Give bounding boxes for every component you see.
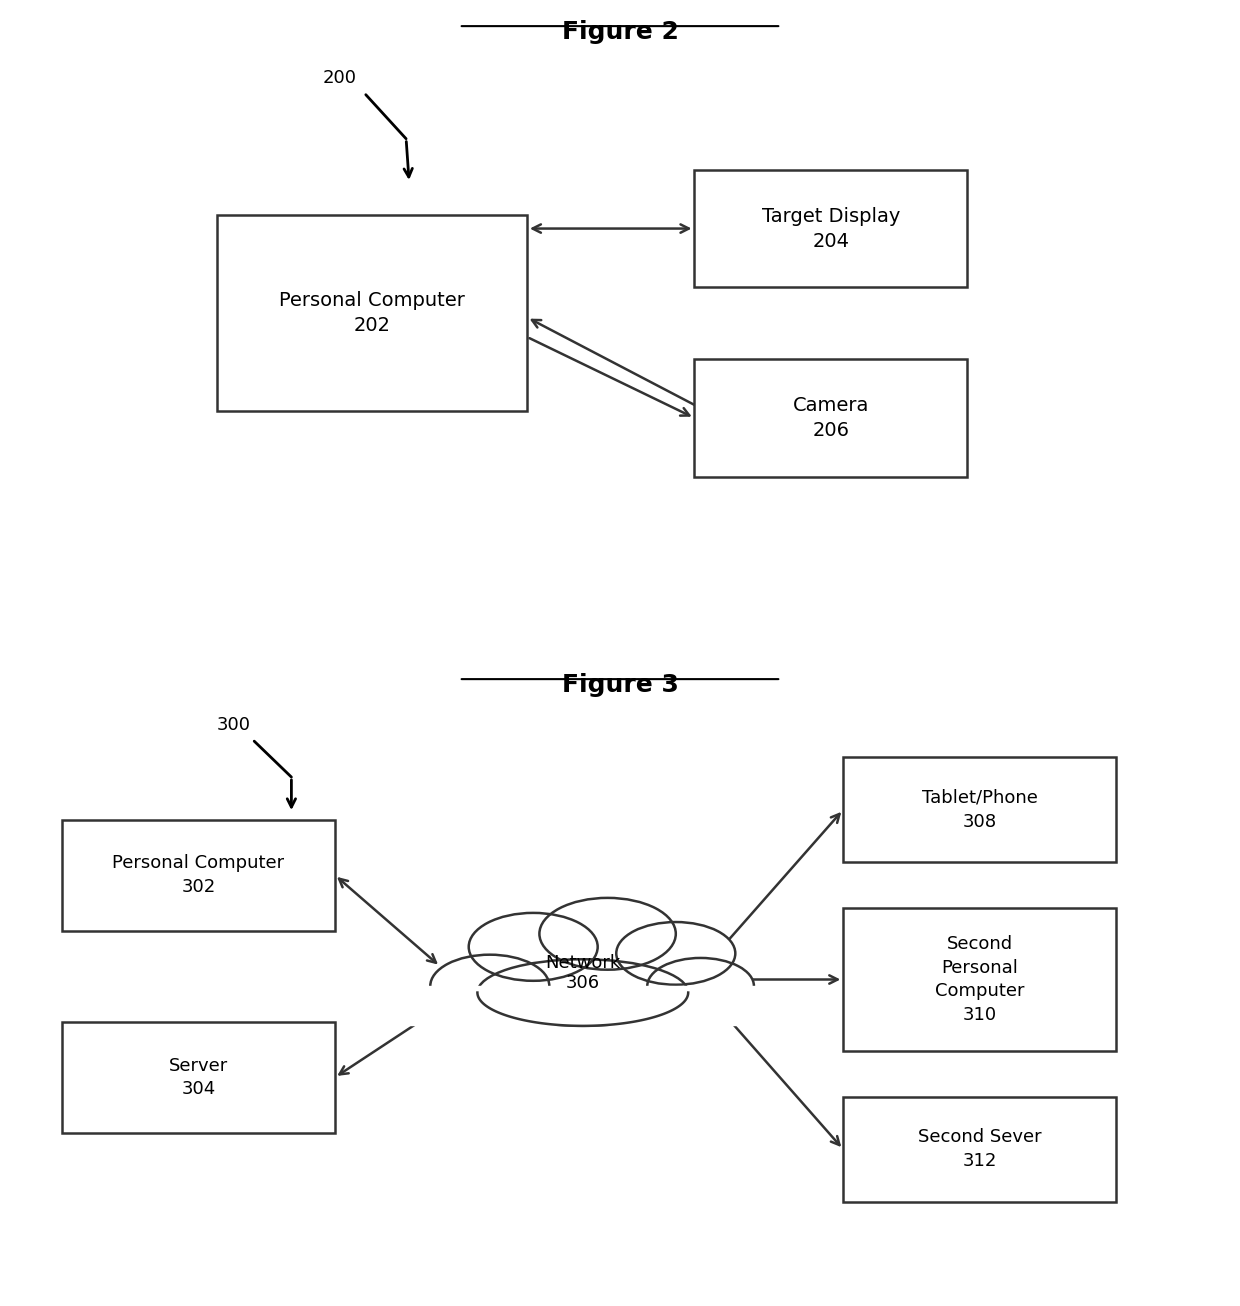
Circle shape (430, 955, 549, 1017)
Text: Tablet/Phone
308: Tablet/Phone 308 (921, 789, 1038, 831)
FancyBboxPatch shape (843, 908, 1116, 1051)
Text: Camera
206: Camera 206 (792, 396, 869, 440)
Text: 200: 200 (322, 69, 356, 88)
Circle shape (647, 959, 754, 1013)
Text: Second Sever
312: Second Sever 312 (918, 1128, 1042, 1170)
FancyBboxPatch shape (843, 757, 1116, 862)
FancyBboxPatch shape (217, 215, 527, 411)
FancyBboxPatch shape (62, 1021, 335, 1134)
Text: Network
306: Network 306 (546, 953, 620, 993)
Circle shape (469, 913, 598, 981)
Text: Figure 2: Figure 2 (562, 20, 678, 43)
FancyBboxPatch shape (843, 1097, 1116, 1202)
Text: Target Display
204: Target Display 204 (761, 206, 900, 251)
Text: Server
304: Server 304 (169, 1057, 228, 1098)
Text: Personal Computer
202: Personal Computer 202 (279, 291, 465, 336)
Text: Second
Personal
Computer
310: Second Personal Computer 310 (935, 935, 1024, 1024)
Circle shape (616, 922, 735, 985)
FancyBboxPatch shape (694, 170, 967, 287)
FancyBboxPatch shape (62, 820, 335, 930)
Ellipse shape (477, 959, 688, 1027)
Circle shape (539, 899, 676, 969)
Text: Personal Computer
302: Personal Computer 302 (113, 854, 284, 896)
FancyBboxPatch shape (694, 359, 967, 477)
Text: Figure 3: Figure 3 (562, 673, 678, 696)
Text: 300: 300 (217, 716, 250, 734)
